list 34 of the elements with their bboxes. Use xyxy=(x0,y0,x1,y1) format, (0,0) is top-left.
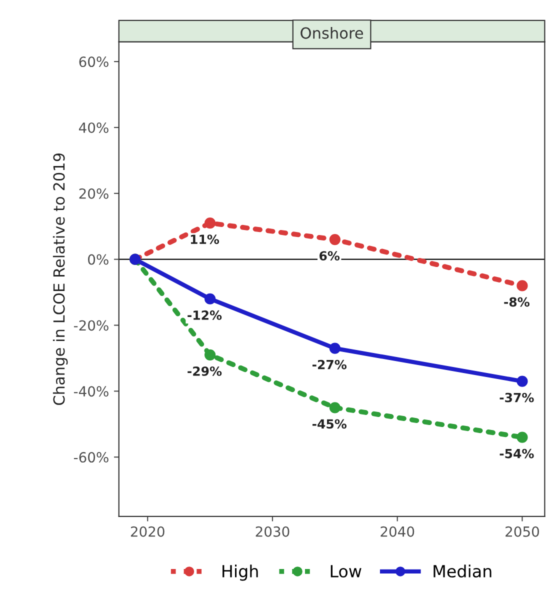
y-tick-label: -60% xyxy=(74,452,108,463)
point xyxy=(329,342,340,354)
data-label: 11% xyxy=(190,234,220,244)
y-tick-label: 60% xyxy=(79,56,108,68)
y-tick-label: -20% xyxy=(74,320,108,331)
point xyxy=(204,349,216,360)
legend-label: Low xyxy=(330,565,362,578)
data-label: -37% xyxy=(500,392,534,402)
x-tick-label: 2040 xyxy=(380,526,414,537)
point xyxy=(204,218,216,229)
data-label: -54% xyxy=(500,448,534,458)
point xyxy=(204,293,216,304)
point xyxy=(516,432,528,443)
chart-title: Onshore xyxy=(300,27,364,39)
data-label: -27% xyxy=(312,360,347,370)
point xyxy=(516,280,528,292)
legend-label: High xyxy=(222,564,258,581)
y-tick-label: 20% xyxy=(79,188,108,199)
point xyxy=(329,234,340,246)
point xyxy=(329,402,340,414)
legend-label: Median xyxy=(434,564,492,578)
point xyxy=(516,376,528,387)
data-label: -29% xyxy=(188,366,222,376)
data-label: -8% xyxy=(504,297,530,307)
x-tick-label: 2050 xyxy=(506,526,539,537)
data-label: -12% xyxy=(188,310,222,320)
data-label: 6% xyxy=(320,251,340,261)
y-axis-title: Change in LCOE Relative to 2019 xyxy=(52,153,68,405)
data-label: -45% xyxy=(312,419,347,429)
y-tick-label: 0% xyxy=(88,254,108,265)
x-tick-label: 2020 xyxy=(130,526,164,537)
y-tick-label: -40% xyxy=(74,386,108,397)
x-tick-label: 2030 xyxy=(256,526,290,537)
y-tick-label: 40% xyxy=(78,122,108,133)
